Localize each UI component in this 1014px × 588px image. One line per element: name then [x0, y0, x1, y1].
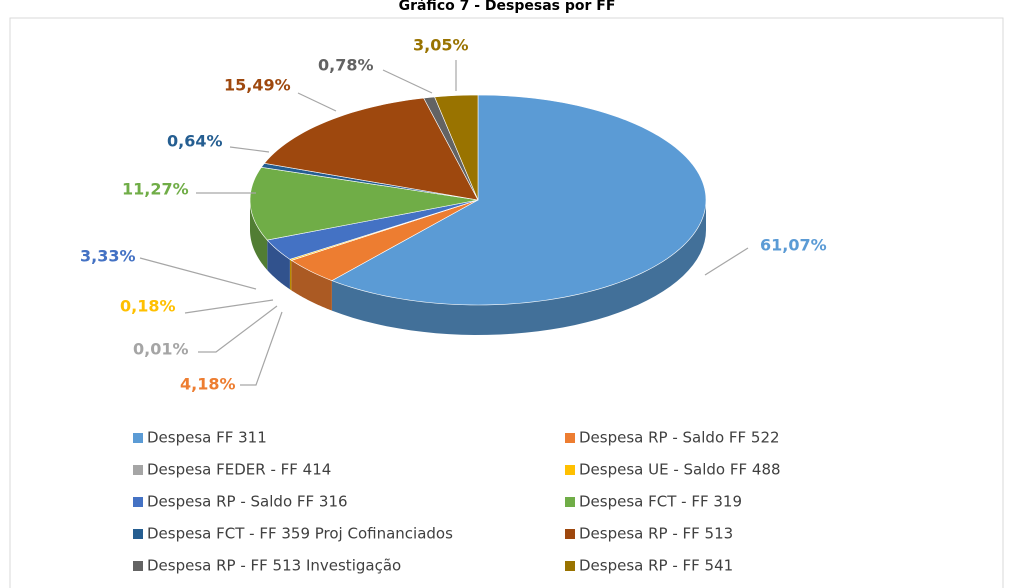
leader-line	[198, 305, 278, 353]
slice	[331, 94, 707, 306]
data-label: 3,05%	[413, 36, 469, 55]
data-label: 0,78%	[318, 56, 374, 75]
leader-line	[382, 69, 433, 94]
legend-swatch	[133, 529, 143, 539]
leader-line	[297, 92, 337, 112]
legend-swatch	[133, 433, 143, 443]
legend-label: Despesa RP - Saldo FF 522	[579, 429, 780, 447]
slice	[434, 94, 479, 201]
leader-line	[704, 247, 749, 276]
leader-line	[240, 311, 283, 386]
data-label: 61,07%	[760, 236, 827, 255]
slice	[263, 97, 479, 201]
legend-swatch	[133, 497, 143, 507]
legend-label: Despesa FCT - FF 359 Proj Cofinanciados	[147, 525, 453, 543]
data-label: 11,27%	[122, 180, 189, 199]
slice-side	[291, 260, 332, 311]
legend-label: Despesa FEDER - FF 414	[147, 461, 331, 479]
legend-label: Despesa FF 311	[147, 429, 267, 447]
legend-swatch	[133, 561, 143, 571]
data-label: 3,33%	[80, 247, 136, 266]
leader-line	[184, 299, 274, 314]
legend-swatch	[565, 561, 575, 571]
slice-side	[267, 240, 290, 290]
leader-line	[139, 257, 257, 290]
legend-label: Despesa UE - Saldo FF 488	[579, 461, 781, 479]
legend-label: Despesa FCT - FF 319	[579, 493, 742, 511]
data-label: 15,49%	[224, 76, 291, 95]
legend-label: Despesa RP - Saldo FF 316	[147, 493, 348, 511]
data-label: 0,01%	[133, 340, 189, 359]
legend-label: Despesa RP - FF 541	[579, 557, 733, 575]
data-label: 4,18%	[180, 375, 236, 394]
slice-side	[289, 259, 292, 291]
legend-label: Despesa RP - FF 513	[579, 525, 733, 543]
legend-swatch	[565, 465, 575, 475]
legend-swatch	[133, 465, 143, 475]
data-label: 0,18%	[120, 297, 176, 316]
legend-swatch	[565, 433, 575, 443]
legend-swatch	[565, 529, 575, 539]
data-label: 0,64%	[167, 132, 223, 151]
slice	[266, 199, 479, 260]
slice	[249, 166, 479, 241]
legend-swatch	[565, 497, 575, 507]
slice-side	[331, 200, 706, 335]
slice-side	[250, 200, 268, 271]
legend-label: Despesa RP - FF 513 Investigação	[147, 557, 401, 575]
chart-title: Gráfico 7 - Despesas por FF	[399, 0, 616, 14]
leader-line	[229, 146, 270, 153]
slice	[290, 199, 479, 281]
